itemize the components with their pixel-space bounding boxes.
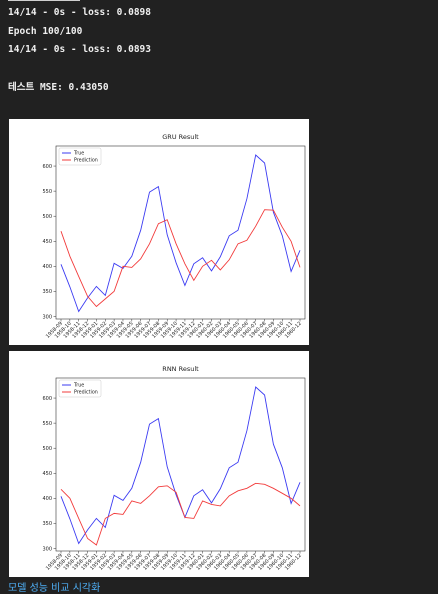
test-mse-line: 테스트 MSE: 0.43050 — [8, 82, 109, 93]
rnn-y-tick-label: 350 — [42, 521, 52, 527]
log-line-epoch: Epoch 100/100 — [8, 26, 83, 37]
rnn-series-true-line — [60, 386, 301, 545]
rnn-y-tick-label: 300 — [42, 546, 52, 552]
rnn-legend-prediction-label: Prediction — [74, 390, 98, 396]
rnn-series-prediction-line — [60, 482, 301, 546]
log-line-loss-100: 14/14 - 0s - loss: 0.0893 — [8, 44, 151, 55]
rnn-y-tick-label: 400 — [42, 496, 52, 502]
rnn-result-plot: RNN Result 300 350 400 450 500 550 600 1958-09 19… — [9, 351, 309, 577]
gru-chart-svg: GRU Result3003504004505005506001958-0919… — [42, 133, 306, 340]
gru-y-tick-label: 400 — [42, 264, 52, 270]
rnn-y-tick-label: 550 — [42, 421, 52, 427]
section-link[interactable]: 모델 성능 비교 시각화 — [8, 583, 101, 594]
gru-result-plot: GRU Result 300 350 400 450 500 550 600 1958-09 19… — [9, 119, 309, 345]
gru-legend-true-label: True — [73, 151, 84, 157]
gru-legend-prediction-label: Prediction — [74, 158, 98, 164]
gru-y-tick-label: 450 — [42, 239, 52, 245]
rnn-y-tick-label: 450 — [42, 471, 52, 477]
gru-series-prediction-line — [60, 209, 301, 308]
rnn-y-tick-label: 500 — [42, 446, 52, 452]
gru-legend — [58, 147, 102, 166]
gru-y-tick-label: 500 — [42, 214, 52, 220]
rnn-legend — [58, 379, 102, 398]
log-line-loss-99: 14/14 - 0s - loss: 0.0898 — [8, 7, 151, 18]
rnn-chart-svg: RNN Result3003504004505005506001958-0919… — [42, 365, 306, 572]
rnn-y-tick-label: 600 — [42, 396, 52, 402]
gru-y-tick-label: 300 — [42, 314, 52, 320]
rnn-legend-true-label: True — [73, 383, 84, 389]
rnn-plot-frame — [55, 377, 306, 552]
gru-y-tick-label: 600 — [42, 164, 52, 170]
gru-y-tick-label: 350 — [42, 289, 52, 295]
gru-plot-frame — [55, 145, 306, 320]
gru-series-true-line — [60, 154, 301, 313]
rnn-chart-title: RNN Result — [162, 365, 199, 373]
gru-y-tick-label: 550 — [42, 189, 52, 195]
gru-chart-title: GRU Result — [162, 133, 199, 141]
output-separator — [8, 0, 80, 1]
